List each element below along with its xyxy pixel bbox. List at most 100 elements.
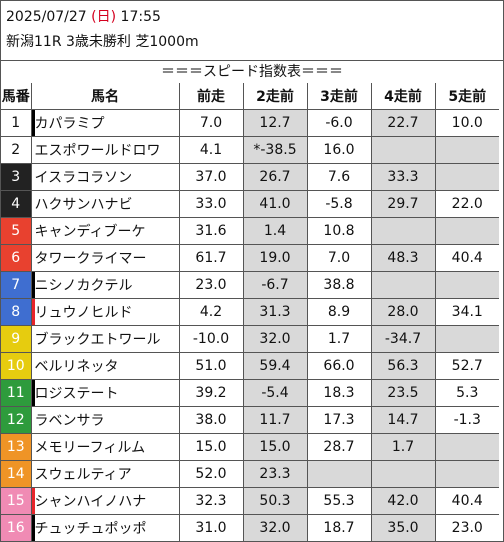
horse-number: 12 — [1, 406, 32, 434]
speed-index-cell: 39.2 — [178, 379, 244, 407]
horse-number: 5 — [1, 217, 32, 245]
speed-index-cell: 32.0 — [242, 514, 308, 542]
horse-number: 11 — [1, 379, 32, 407]
speed-index-cell — [306, 460, 372, 488]
col-header-name: 馬名 — [30, 83, 180, 110]
horse-name: ラベンサラ — [30, 406, 180, 434]
speed-index-cell: 16.0 — [306, 136, 372, 164]
horse-number: 2 — [1, 136, 32, 164]
speed-index-cell: -6.0 — [306, 109, 372, 137]
speed-index-cell: 12.7 — [242, 109, 308, 137]
table-row: 9 ブラックエトワール -10.0 32.0 1.7 -34.7 — [1, 325, 499, 353]
speed-index-cell: 15.0 — [178, 433, 244, 461]
table-title: ＝＝＝スピード指数表＝＝＝ — [1, 60, 503, 83]
col-header-number: 馬番 — [1, 83, 32, 110]
speed-index-cell: -5.8 — [306, 190, 372, 218]
race-datetime: 2025/07/27 (日) 17:55 — [6, 7, 161, 27]
horse-name: メモリーフィルム — [30, 433, 180, 461]
horse-name: エスポワールドロワ — [30, 136, 180, 164]
speed-index-cell: 28.7 — [306, 433, 372, 461]
col-header-2back: 2走前 — [242, 83, 308, 110]
speed-index-cell — [370, 460, 436, 488]
speed-index-table: 馬番 馬名 前走 2走前 3走前 4走前 5走前 1 カパラミプ 7.0 12.7 -6… — [1, 83, 499, 542]
speed-index-cell: 15.0 — [242, 433, 308, 461]
col-header-4back: 4走前 — [370, 83, 436, 110]
speed-index-cell: 42.0 — [370, 487, 436, 515]
speed-index-cell: 7.0 — [178, 109, 244, 137]
speed-index-cell: 4.2 — [178, 298, 244, 326]
table-row: 15 シャンハイノハナ 32.3 50.3 55.3 42.0 40.4 — [1, 487, 499, 515]
speed-index-cell — [434, 217, 499, 245]
race-title: 新潟11R 3歳未勝利 芝1000m — [6, 34, 199, 50]
speed-index-cell: 1.7 — [370, 433, 436, 461]
speed-index-cell: 23.0 — [178, 271, 244, 299]
horse-name: カパラミプ — [30, 109, 180, 137]
race-weekday: (日) — [91, 9, 117, 25]
horse-number: 15 — [1, 487, 32, 515]
speed-index-cell: 26.7 — [242, 163, 308, 191]
speed-index-cell: 29.7 — [370, 190, 436, 218]
speed-index-cell: 18.7 — [306, 514, 372, 542]
race-date: 2025/07/27 — [6, 9, 87, 25]
table-row: 11 ロジステート 39.2 -5.4 18.3 23.5 5.3 — [1, 379, 499, 407]
horse-number: 1 — [1, 109, 32, 137]
speed-index-cell: 7.0 — [306, 244, 372, 272]
horse-number: 13 — [1, 433, 32, 461]
horse-number: 8 — [1, 298, 32, 326]
speed-index-cell: 38.0 — [178, 406, 244, 434]
speed-index-cell: 51.0 — [178, 352, 244, 380]
horse-number: 6 — [1, 244, 32, 272]
speed-index-cell: 10.0 — [434, 109, 499, 137]
col-header-last: 前走 — [178, 83, 244, 110]
col-header-5back: 5走前 — [434, 83, 499, 110]
speed-index-cell: 31.6 — [178, 217, 244, 245]
speed-index-cell: *-38.5 — [242, 136, 308, 164]
table-row: 2 エスポワールドロワ 4.1 *-38.5 16.0 — [1, 136, 499, 164]
speed-index-cell: 66.0 — [306, 352, 372, 380]
table-row: 8 リュウノヒルド 4.2 31.3 8.9 28.0 34.1 — [1, 298, 499, 326]
speed-index-cell: 23.3 — [242, 460, 308, 488]
speed-index-cell: 50.3 — [242, 487, 308, 515]
speed-index-cell — [370, 136, 436, 164]
speed-index-cell — [434, 325, 499, 353]
speed-index-cell: 55.3 — [306, 487, 372, 515]
speed-index-cell: 32.0 — [242, 325, 308, 353]
speed-index-cell: 22.0 — [434, 190, 499, 218]
speed-index-cell: 61.7 — [178, 244, 244, 272]
horse-name: イスラコラソン — [30, 163, 180, 191]
speed-index-cell: 18.3 — [306, 379, 372, 407]
horse-number: 4 — [1, 190, 32, 218]
speed-index-cell: 4.1 — [178, 136, 244, 164]
horse-name: シャンハイノハナ — [30, 487, 180, 515]
speed-index-cell: -10.0 — [178, 325, 244, 353]
speed-index-cell: 52.7 — [434, 352, 499, 380]
speed-index-cell — [370, 217, 436, 245]
horse-name: タワークライマー — [30, 244, 180, 272]
speed-index-cell — [434, 136, 499, 164]
horse-number: 7 — [1, 271, 32, 299]
speed-index-cell: -34.7 — [370, 325, 436, 353]
speed-index-cell: 14.7 — [370, 406, 436, 434]
speed-index-cell: 40.4 — [434, 244, 499, 272]
speed-index-cell: -6.7 — [242, 271, 308, 299]
table-row: 10 ベルリネッタ 51.0 59.4 66.0 56.3 52.7 — [1, 352, 499, 380]
speed-index-cell: 1.4 — [242, 217, 308, 245]
horse-number: 14 — [1, 460, 32, 488]
horse-name: スウェルティア — [30, 460, 180, 488]
speed-index-cell — [434, 163, 499, 191]
table-row: 1 カパラミプ 7.0 12.7 -6.0 22.7 10.0 — [1, 109, 499, 137]
speed-index-cell: 59.4 — [242, 352, 308, 380]
speed-index-cell: 23.5 — [370, 379, 436, 407]
speed-index-cell: 11.7 — [242, 406, 308, 434]
horse-name: ハクサンハナビ — [30, 190, 180, 218]
speed-index-cell: 32.3 — [178, 487, 244, 515]
col-header-3back: 3走前 — [306, 83, 372, 110]
table-row: 4 ハクサンハナビ 33.0 41.0 -5.8 29.7 22.0 — [1, 190, 499, 218]
horse-name: リュウノヒルド — [30, 298, 180, 326]
horse-name: ニシノカクテル — [30, 271, 180, 299]
table-row: 7 ニシノカクテル 23.0 -6.7 38.8 — [1, 271, 499, 299]
speed-index-cell: 34.1 — [434, 298, 499, 326]
speed-index-cell: 8.9 — [306, 298, 372, 326]
horse-number: 16 — [1, 514, 32, 542]
speed-index-cell — [434, 460, 499, 488]
